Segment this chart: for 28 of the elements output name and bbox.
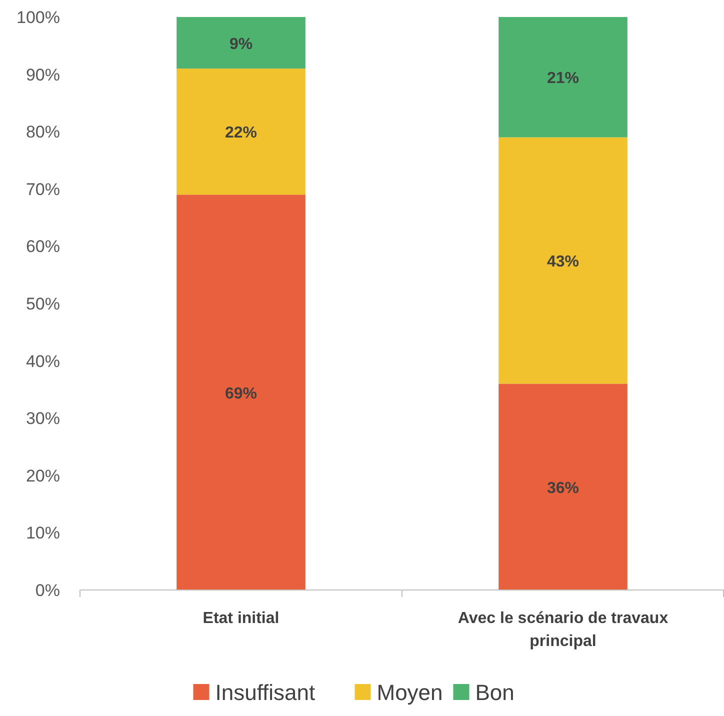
bar bbox=[498, 17, 628, 138]
legend-label: Moyen bbox=[376, 680, 443, 705]
data-label: 43% bbox=[546, 254, 580, 271]
data-label: 22% bbox=[224, 124, 258, 142]
y-tick-label: 70% bbox=[26, 180, 60, 199]
bar bbox=[176, 68, 306, 195]
data-label: 36% bbox=[546, 480, 580, 497]
y-tick-label: 0% bbox=[35, 581, 60, 600]
legend-label: Bon bbox=[475, 680, 514, 705]
y-tick-label: 60% bbox=[26, 237, 60, 256]
bar bbox=[498, 384, 628, 590]
y-tick-label: 80% bbox=[26, 122, 60, 142]
legend-label: Insuffisant bbox=[215, 680, 316, 705]
data-label: 9% bbox=[229, 36, 253, 53]
bar bbox=[176, 194, 306, 590]
data-label: 69% bbox=[224, 385, 258, 402]
y-tick-label: 40% bbox=[26, 352, 60, 371]
bar bbox=[176, 17, 306, 69]
y-tick-label: 100% bbox=[16, 8, 60, 27]
y-tick-label: 20% bbox=[26, 466, 60, 486]
x-tick-label: Avec le scénario de travaux principal bbox=[458, 610, 668, 650]
bar bbox=[498, 137, 628, 384]
y-tick-label: 50% bbox=[26, 294, 60, 314]
y-tick-label: 90% bbox=[26, 65, 60, 84]
data-label: 21% bbox=[546, 70, 580, 88]
x-tick-label: Etat initial bbox=[202, 610, 280, 627]
y-tick-label: 10% bbox=[26, 524, 60, 543]
y-tick-label: 30% bbox=[26, 409, 60, 428]
